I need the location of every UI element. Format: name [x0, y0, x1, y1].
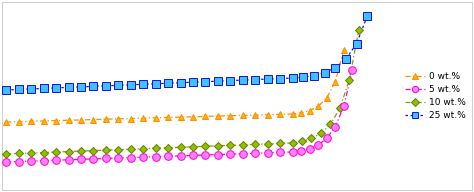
- Legend: 0 wt.%, 5 wt.%, 10 wt.%, 25 wt.%: 0 wt.%, 5 wt.%, 10 wt.%, 25 wt.%: [403, 70, 467, 122]
